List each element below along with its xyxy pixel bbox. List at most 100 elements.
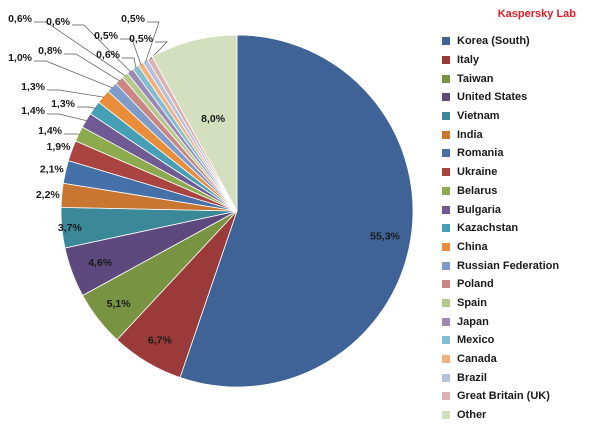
legend-swatch	[442, 373, 450, 382]
legend-swatch	[442, 149, 450, 158]
legend-swatch	[442, 355, 450, 364]
leader-line-bulgaria	[47, 113, 88, 122]
legend-label: Ukraine	[457, 166, 498, 179]
legend-swatch	[442, 74, 450, 83]
legend-swatch	[442, 168, 450, 177]
data-label-united-states: 4,6%	[88, 257, 113, 269]
legend-label: India	[457, 128, 483, 141]
data-label-brazil: 0,5%	[121, 13, 146, 25]
legend-swatch	[442, 130, 450, 139]
legend-label: Kazachstan	[457, 222, 519, 235]
data-label-mexico: 0,6%	[96, 49, 121, 61]
legend-item-spain: Spain	[442, 294, 559, 313]
legend-label: Poland	[457, 278, 494, 291]
data-label-china: 1,3%	[21, 81, 46, 93]
legend-label: Vietnam	[457, 110, 500, 123]
legend-label: Taiwan	[457, 72, 494, 85]
legend-swatch	[442, 37, 450, 46]
legend-swatch	[442, 224, 450, 233]
data-label-india: 2,2%	[36, 189, 61, 201]
data-label-great-britain-uk: 0,5%	[129, 33, 154, 45]
leader-line-russian-federation	[34, 60, 113, 89]
data-label-belarus: 1,4%	[38, 125, 63, 137]
legend-item-poland: Poland	[442, 275, 559, 294]
legend-swatch	[442, 242, 450, 251]
legend-label: Spain	[457, 296, 487, 309]
legend-label: Other	[457, 409, 487, 422]
data-label-vietnam: 3,7%	[58, 222, 83, 234]
legend-label: Italy	[457, 54, 480, 67]
legend-swatch	[442, 186, 450, 195]
legend-swatch	[442, 280, 450, 289]
legend-swatch	[442, 56, 450, 65]
slice-korea-south	[179, 34, 414, 388]
data-label-bulgaria: 1,4%	[21, 105, 46, 117]
legend-swatch	[442, 298, 450, 307]
legend-item-vietnam: Vietnam	[442, 107, 559, 126]
legend-label: Brazil	[457, 371, 487, 384]
leader-line-poland	[64, 53, 120, 82]
legend-item-united-states: United States	[442, 88, 559, 107]
legend-item-ukraine: Ukraine	[442, 163, 559, 182]
leader-line-japan	[72, 24, 131, 73]
leader-line-canada	[120, 38, 142, 65]
legend-item-india: India	[442, 125, 559, 144]
legend-item-japan: Japan	[442, 312, 559, 331]
data-label-russian-federation: 1,0%	[8, 52, 33, 64]
legend-item-belarus: Belarus	[442, 182, 559, 201]
leader-line-kazachstan	[77, 106, 96, 109]
legend-item-taiwan: Taiwan	[442, 69, 559, 88]
data-label-romania: 2,1%	[40, 164, 65, 176]
legend-item-mexico: Mexico	[442, 331, 559, 350]
data-label-kazachstan: 1,3%	[51, 98, 76, 110]
legend-item-brazil: Brazil	[442, 368, 559, 387]
legend-swatch	[442, 112, 450, 121]
legend-label: United States	[457, 91, 528, 104]
leader-line-great-britain-uk	[150, 41, 168, 60]
data-label-canada: 0,5%	[94, 30, 119, 42]
legend-swatch	[442, 317, 450, 326]
legend-label: Bulgaria	[457, 203, 502, 216]
data-label-korea-south: 55,3%	[370, 231, 400, 243]
legend-label: Korea (South)	[457, 35, 530, 48]
kaspersky-lab-brand: Kaspersky Lab	[497, 8, 576, 20]
legend-item-kazachstan: Kazachstan	[442, 219, 559, 238]
legend-item-other: Other	[442, 406, 559, 425]
legend-swatch	[442, 411, 450, 420]
legend-label: Belarus	[457, 184, 498, 197]
legend-swatch	[442, 392, 450, 401]
legend-item-romania: Romania	[442, 144, 559, 163]
legend-label: Mexico	[457, 334, 495, 347]
legend-item-china: China	[442, 238, 559, 257]
leader-line-brazil	[145, 21, 160, 62]
leader-line-spain	[34, 21, 126, 77]
legend-item-italy: Italy	[442, 51, 559, 70]
legend-label: Russian Federation	[457, 259, 560, 272]
legend-label: Japan	[457, 315, 489, 328]
legend-item-canada: Canada	[442, 350, 559, 369]
slice-other	[151, 34, 238, 212]
data-label-taiwan: 5,1%	[107, 298, 132, 310]
data-label-italy: 6,7%	[148, 335, 173, 347]
leader-line-mexico	[122, 57, 137, 69]
legend-swatch	[442, 261, 450, 270]
legend-item-korea-south: Korea (South)	[442, 32, 559, 51]
legend-swatch	[442, 205, 450, 214]
legend-label: Great Britain (UK)	[457, 390, 550, 403]
legend-label: Romania	[457, 147, 504, 160]
legend-item-russian-federation: Russian Federation	[442, 256, 559, 275]
data-label-ukraine: 1,9%	[47, 141, 72, 153]
legend: Korea (South) Italy Taiwan United States Vie…	[442, 32, 559, 424]
legend-swatch	[442, 93, 450, 102]
legend-item-bulgaria: Bulgaria	[442, 200, 559, 219]
data-label-other: 8,0%	[201, 113, 226, 125]
legend-label: China	[457, 240, 488, 253]
data-label-japan: 0,6%	[46, 16, 71, 28]
data-label-spain: 0,6%	[8, 13, 33, 25]
legend-item-great-britain-uk: Great Britain (UK)	[442, 387, 559, 406]
legend-label: Canada	[457, 353, 497, 366]
leader-line-china	[47, 89, 105, 98]
data-label-poland: 0,8%	[38, 45, 63, 57]
legend-swatch	[442, 336, 450, 345]
